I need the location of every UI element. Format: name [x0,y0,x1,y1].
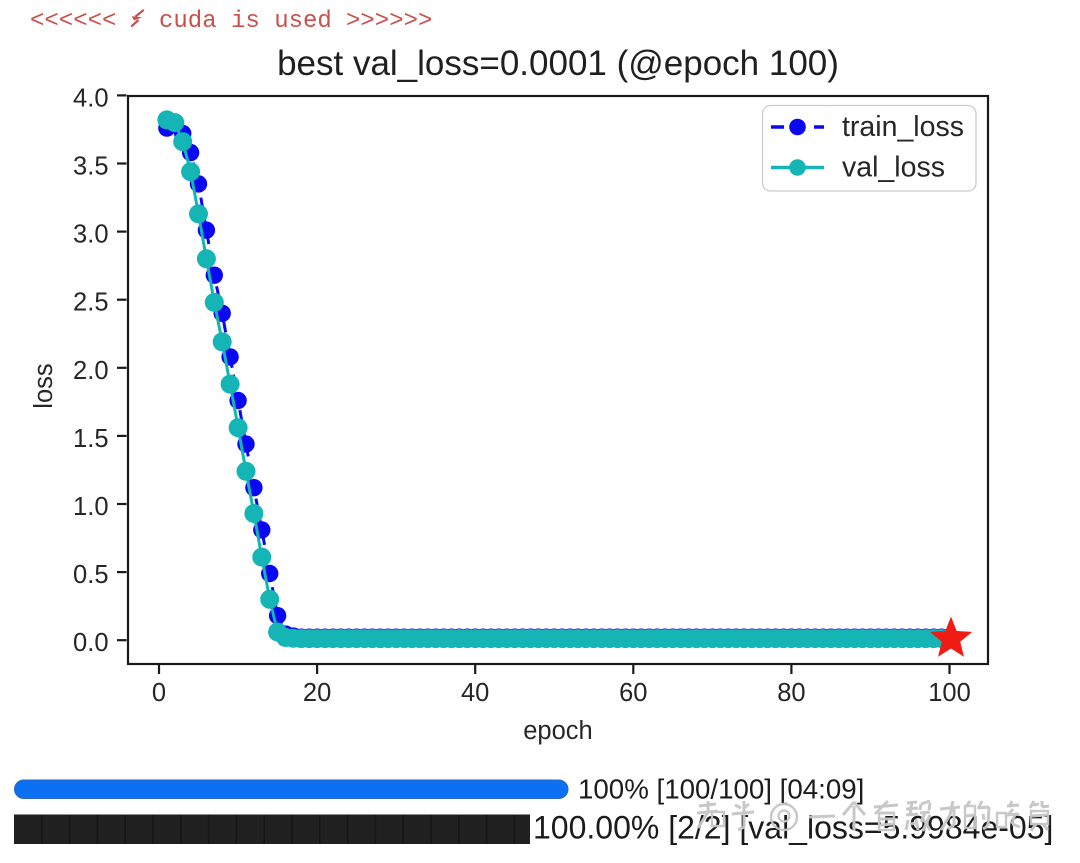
svg-text:0.0: 0.0 [73,629,108,657]
svg-text:2.0: 2.0 [73,357,108,385]
svg-text:4.0: 4.0 [73,84,108,112]
svg-text:0: 0 [152,679,166,707]
svg-text:0.5: 0.5 [73,561,108,589]
svg-text:cuda is used: cuda is used [159,8,332,35]
svg-text:best val_loss=0.0001 (@epoch 1: best val_loss=0.0001 (@epoch 100) [277,44,839,83]
svg-text:val_loss: val_loss [842,152,945,184]
svg-text:2.5: 2.5 [73,289,108,317]
svg-text:80: 80 [777,679,805,707]
svg-text:1.5: 1.5 [73,425,108,453]
svg-text:40: 40 [461,679,489,707]
svg-text:100% [100/100] [04:09]: 100% [100/100] [04:09] [578,774,864,805]
svg-text:60: 60 [619,679,647,707]
svg-text:3.0: 3.0 [73,221,108,249]
svg-text:<<<<<<: <<<<<< [30,8,116,35]
svg-text:>>>>>>: >>>>>> [346,8,432,35]
svg-text:1.0: 1.0 [73,493,108,521]
svg-text:100: 100 [928,679,971,707]
svg-text:epoch: epoch [523,717,592,745]
svg-text:3.5: 3.5 [73,153,108,181]
svg-text:train_loss: train_loss [842,111,964,143]
svg-text:loss: loss [30,363,58,408]
svg-text:20: 20 [303,679,331,707]
